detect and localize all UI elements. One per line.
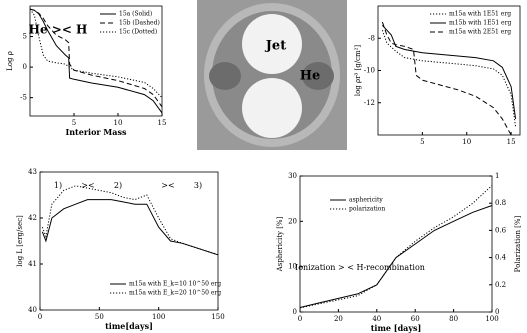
y-tick-label: -5: [20, 94, 27, 102]
y-tick-label: 30: [288, 172, 297, 180]
y-axis-label: log ρr³ [g/cm²]: [354, 45, 362, 97]
chart: 5 10 15 -12 -10 -8 log ρr³ [g/cm²] m15a with 1E…: [354, 5, 521, 146]
jet-lobe: [242, 14, 302, 74]
x-tick-label: 100: [152, 313, 165, 321]
x-tick-label: 0: [298, 315, 302, 323]
annotation: 2): [114, 181, 122, 190]
y-tick-label: -10: [364, 67, 375, 75]
legend-label: asphericity: [349, 197, 383, 204]
x-axis-label: Interior Mass: [66, 127, 127, 137]
y2-tick-label: 0: [495, 308, 499, 316]
x-tick-label: 15: [507, 138, 516, 146]
legend-label: m15a with E_k=10 10^50 erg: [129, 281, 221, 288]
annotation: 1): [54, 181, 62, 190]
y-tick-label: -8: [368, 34, 375, 42]
y-tick-label: 41: [28, 260, 37, 268]
x-tick-label: 15: [158, 119, 167, 127]
x-tick-label: 10: [114, 119, 123, 127]
image-label: Jet: [265, 39, 286, 54]
x-tick-label: 10: [462, 138, 471, 146]
series-line: [381, 30, 517, 127]
series-line: [382, 25, 517, 119]
legend-label: m15a with E_k=20 10^50 erg: [129, 290, 221, 297]
annotation: ><: [81, 181, 94, 190]
he-blob: [302, 62, 334, 90]
x-tick-label: 0: [38, 313, 42, 321]
plot-frame: [299, 175, 493, 313]
x-axis-label: time [days]: [371, 323, 422, 333]
annotation: He >< H: [29, 23, 88, 37]
x-tick-label: 60: [411, 315, 420, 323]
x-tick-label: 5: [420, 138, 424, 146]
x-tick-label: 40: [372, 315, 381, 323]
legend-label: m15a with 2E51 erg: [449, 29, 511, 36]
legend-label: m15b with 1E51 erg: [449, 20, 511, 27]
y-tick-label: 20: [288, 217, 297, 225]
shell: [212, 11, 332, 139]
image-label: He: [300, 69, 321, 84]
x-tick-label: 50: [95, 313, 104, 321]
legend-label: polarization: [349, 206, 385, 213]
y2-tick-label: 0.8: [495, 199, 506, 207]
legend-label: 15c (Dotted): [119, 29, 157, 36]
y2-tick-label: 1: [495, 172, 499, 180]
series-line: [381, 21, 512, 136]
plot-frame: [29, 5, 163, 117]
chart: 0 50 100 150 40 41 42 43 time[days] log L [erg/se…: [16, 168, 225, 331]
y-axis-label: Log ρ: [6, 51, 14, 71]
x-tick-label: 80: [449, 315, 458, 323]
series-line: [29, 8, 163, 114]
plot-frame: [39, 171, 219, 311]
he-blob: [209, 62, 241, 90]
y2-tick-label: 0.4: [495, 254, 507, 262]
annotation: ><: [161, 181, 174, 190]
x-axis-label: time[days]: [105, 321, 153, 331]
series-line: [299, 185, 493, 309]
y2-tick-label: 0.6: [495, 226, 507, 234]
legend-label: m15a with 1E51 erg: [449, 11, 511, 18]
y-tick-label: 43: [28, 168, 37, 176]
y-axis-label: Asphericity [%]: [276, 216, 284, 272]
annotation: Ionization > < H-recombination: [295, 263, 425, 272]
y-axis-label: log L [erg/sec]: [16, 215, 24, 267]
y-tick-label: 5: [23, 33, 27, 41]
simulation-image: Jet He: [197, 0, 347, 150]
x-tick-label: 100: [485, 315, 498, 323]
y-tick-label: 40: [28, 306, 37, 314]
y-tick-label: 0: [23, 63, 27, 71]
x-tick-label: 150: [211, 313, 224, 321]
legend-label: 15b (Dashed): [119, 20, 160, 27]
y-tick-label: 0: [293, 308, 297, 316]
series-line: [41, 199, 219, 256]
y-tick-label: -12: [364, 99, 375, 107]
jet-lobe: [242, 78, 302, 138]
annotation: 3): [194, 181, 202, 190]
y-tick-label: 10: [288, 263, 297, 271]
legend-label: 15a (Solid): [119, 11, 152, 18]
y2-tick-label: 0.2: [495, 281, 506, 289]
x-tick-label: 5: [72, 119, 76, 127]
series-line: [41, 185, 219, 256]
y-tick-label: 42: [28, 214, 37, 222]
x-tick-label: 20: [334, 315, 343, 323]
y2-axis-label: Polarization [%]: [514, 215, 522, 272]
series-line: [29, 8, 163, 108]
series-line: [299, 205, 493, 308]
